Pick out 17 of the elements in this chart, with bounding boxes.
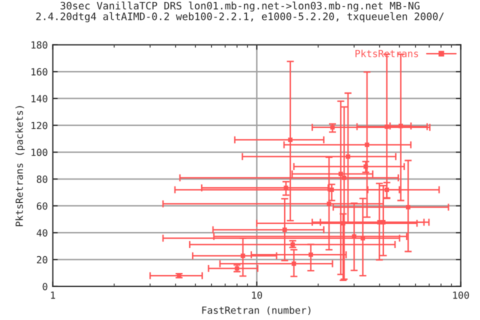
chart-title: 30sec VanillaTCP DRS lon01.mb-ng.net->lon03.mb-ng.net MB-NG 2.4.20dtg4 altAIMD-0.2 web100-2.2.1, e1000-5.2.20, txqueuelen 2000/ [36, 2, 444, 22]
x-tick-label: 100 [453, 291, 469, 299]
legend-label: PktsRetrans [356, 50, 418, 58]
y-axis-title: PktsRetrans (packets) [15, 106, 25, 226]
x-tick-label: 1 [51, 292, 56, 299]
y-tick-label: 0 [42, 282, 48, 290]
y-tick-label: 20 [36, 256, 48, 264]
y-tick-label: 80 [36, 176, 48, 183]
y-tick-label: 180 [32, 41, 48, 49]
y-tick-label: 40 [36, 229, 48, 237]
y-tick-label: 100 [32, 148, 48, 156]
y-tick-label: 160 [32, 68, 48, 76]
y-tick-label: 120 [32, 122, 48, 130]
y-tick-label: 140 [32, 94, 48, 102]
x-tick-label: 10 [252, 291, 262, 299]
x-axis-title: FastRetran (number) [202, 306, 310, 315]
y-tick-label: 60 [36, 202, 48, 210]
